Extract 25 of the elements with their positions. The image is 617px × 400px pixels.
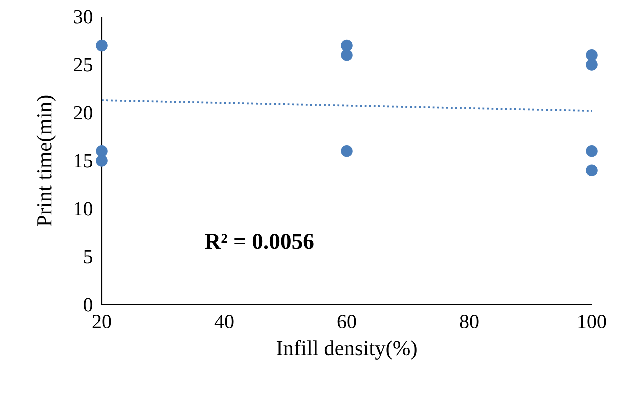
y-tick-label: 10 xyxy=(75,202,93,216)
y-tick-label: 5 xyxy=(84,250,93,264)
x-tick-label: 80 xyxy=(460,315,479,329)
point xyxy=(341,146,353,158)
point xyxy=(341,40,353,52)
point xyxy=(586,146,598,158)
point xyxy=(586,59,598,71)
x-tick-label: 40 xyxy=(214,315,234,329)
y-tick-label: 0 xyxy=(84,298,93,312)
point xyxy=(586,50,598,62)
x-axis-title: Infill density(%) xyxy=(276,340,417,360)
point xyxy=(96,40,108,52)
point xyxy=(96,155,108,167)
annotation: R² = 0.0056 xyxy=(205,234,314,250)
point xyxy=(586,164,598,176)
point xyxy=(341,50,353,62)
x-tick-label: 60 xyxy=(338,315,356,329)
y-tick-label: 25 xyxy=(74,58,93,72)
y-tick-label: 30 xyxy=(74,10,93,24)
y-tick-label: 15 xyxy=(75,154,93,168)
point xyxy=(96,146,108,158)
y-axis-title: Print time(min) xyxy=(36,96,56,226)
x-tick-label: 20 xyxy=(92,315,112,329)
x-tick-label: 100 xyxy=(578,315,606,329)
y-tick-label: 20 xyxy=(74,106,93,120)
